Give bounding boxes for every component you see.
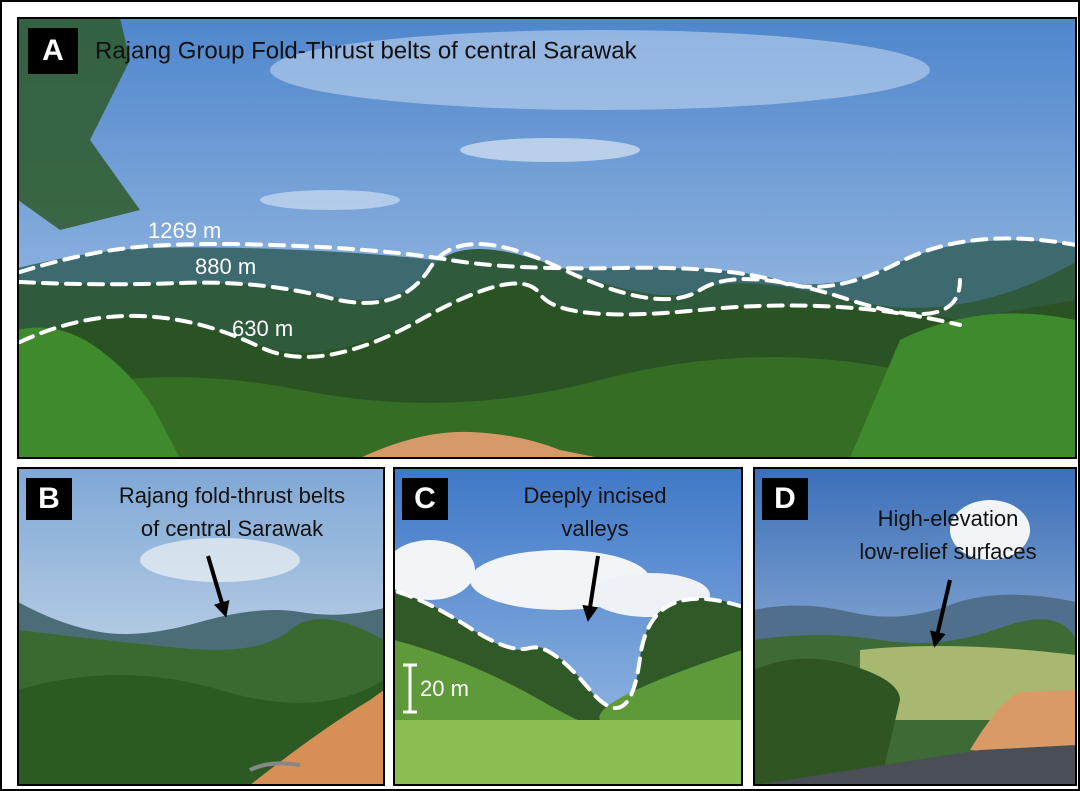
- panel-caption: low-relief surfaces: [859, 539, 1036, 564]
- panel-d-photo: [754, 468, 1076, 785]
- scale-label: 20 m: [420, 676, 469, 701]
- panel-b-frame: [17, 467, 385, 786]
- panel-c-frame: [393, 467, 743, 786]
- elevation-label: 1269 m: [148, 218, 221, 243]
- panel-caption: Rajang Group Fold-Thrust belts of centra…: [95, 37, 638, 64]
- arrow: [930, 579, 952, 648]
- panel-d-frame: [753, 467, 1077, 786]
- panel-caption: of central Sarawak: [141, 516, 324, 541]
- panel-c-photo: [394, 468, 742, 785]
- elevation-label: 630 m: [232, 316, 293, 341]
- panel-label-box: [28, 28, 78, 74]
- panel-label-box: [762, 478, 808, 520]
- panel-caption: Rajang fold-thrust belts: [119, 483, 345, 508]
- panel-label: B: [38, 482, 60, 515]
- panel-label: C: [414, 482, 436, 515]
- panel-label-box: [402, 478, 448, 520]
- panel-caption: High-elevation: [878, 506, 1019, 531]
- panel-a-photo: [18, 18, 1076, 458]
- panel-label: D: [774, 482, 796, 515]
- panel-a-frame: [17, 17, 1077, 459]
- panel-caption: valleys: [561, 516, 628, 541]
- panel-caption: Deeply incised: [523, 483, 666, 508]
- panel-b-photo: [18, 468, 384, 785]
- panel-label-box: [26, 478, 72, 520]
- arrow: [582, 555, 600, 622]
- elevation-label: 880 m: [195, 254, 256, 279]
- arrow: [206, 555, 230, 618]
- panel-label: A: [42, 34, 64, 67]
